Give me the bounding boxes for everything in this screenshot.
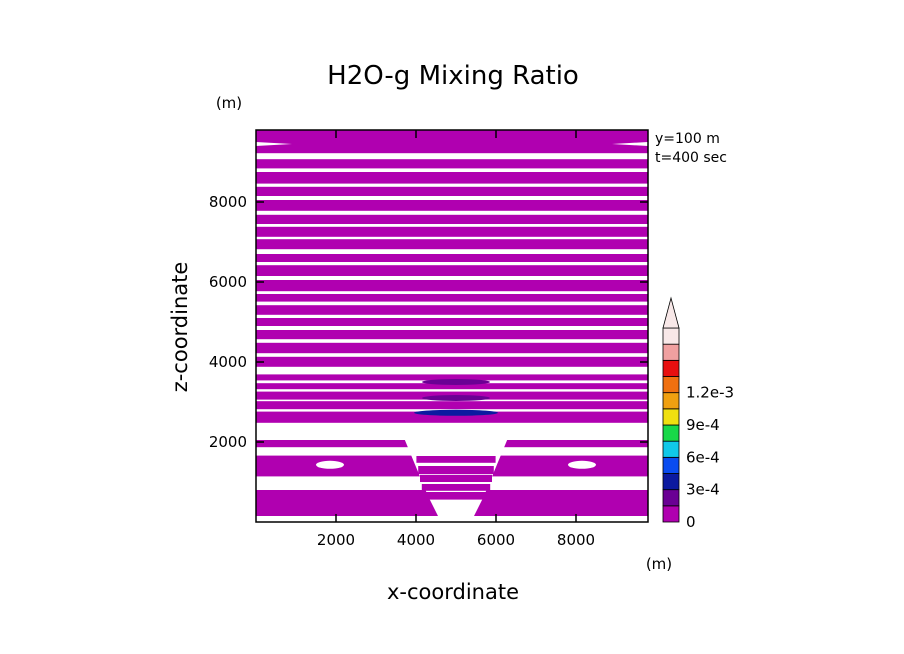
colorbar-swatch-8 [662, 392, 680, 410]
colorbar-tick-label-4: 9e-4 [686, 416, 720, 434]
colorbar-swatch-6 [662, 424, 680, 442]
colorbar-extend-arrow [662, 296, 680, 329]
y-axis-ticks: 2000 4000 6000 8000 [209, 193, 648, 451]
colorbar-swatch-7 [662, 408, 680, 426]
contour-band-18 [256, 239, 648, 250]
contour-band-21 [256, 200, 648, 211]
contour-band-24 [256, 159, 648, 169]
colorbar-swatch-1 [662, 505, 680, 523]
y-tick-label-4000: 4000 [209, 353, 247, 371]
contour-band-9 [256, 356, 648, 367]
y-tick-label-6000: 6000 [209, 273, 247, 291]
contour-band-13 [256, 305, 648, 315]
central-strip-3 [420, 474, 492, 482]
colorbar: 0 3e-4 6e-4 9e-4 1.2e-3 [662, 296, 734, 531]
contour-bands [256, 130, 648, 516]
mixing-ratio-maximum-3 [422, 379, 490, 385]
colorbar-tick-label-1: 0 [686, 513, 696, 531]
x-axis-label: x-coordinate [387, 580, 519, 604]
x-tick-label-2000: 2000 [317, 531, 355, 549]
contour-band-17 [256, 254, 648, 262]
colorbar-tick-label-3: 6e-4 [686, 448, 720, 466]
contour-band-20 [256, 214, 648, 224]
x-tick-label-8000: 8000 [557, 531, 595, 549]
right-bump [568, 460, 596, 469]
y-axis-unit: (m) [216, 94, 242, 112]
x-axis-ticks: 2000 4000 6000 8000 [317, 130, 595, 549]
central-strip-4 [421, 484, 491, 491]
contour-band-4 [256, 411, 648, 423]
contour-band-8 [256, 374, 648, 381]
colorbar-swatch-10 [662, 359, 680, 377]
colorbar-swatch-11 [662, 343, 680, 361]
x-tick-label-4000: 4000 [397, 531, 435, 549]
x-axis-unit: (m) [646, 555, 672, 573]
contour-band-10 [256, 342, 648, 354]
y-axis-label: z-coordinate [168, 262, 192, 393]
contour-band-22 [256, 186, 648, 196]
colorbar-tick-label-2: 3e-4 [686, 481, 720, 499]
mixing-ratio-maxima [414, 379, 498, 416]
contour-band-7 [256, 383, 648, 390]
colorbar-swatch-5 [662, 440, 680, 458]
contour-band-25 [256, 130, 648, 154]
chart-title: H2O-g Mixing Ratio [327, 61, 579, 91]
contour-gaps [256, 142, 648, 516]
contour-band-14 [256, 294, 648, 302]
colorbar-swatch-12 [662, 327, 680, 345]
y-tick-label-8000: 8000 [209, 193, 247, 211]
x-tick-label-6000: 6000 [477, 531, 515, 549]
left-notch [256, 142, 292, 146]
plot-area [255, 129, 649, 523]
contour-band-5 [256, 401, 648, 410]
left-bump [316, 460, 344, 469]
annotation-time: t=400 sec [655, 150, 727, 166]
contour-band-19 [256, 226, 648, 237]
colorbar-swatch-4 [662, 456, 680, 474]
central-strip-1 [416, 456, 496, 463]
y-tick-label-2000: 2000 [209, 433, 247, 451]
mixing-ratio-maximum-2 [422, 395, 490, 401]
colorbar-swatch-2 [662, 489, 680, 507]
contour-band-12 [256, 318, 648, 326]
contour-band-23 [256, 172, 648, 184]
plot-frame [255, 129, 649, 523]
contour-band-16 [256, 265, 648, 276]
colorbar-swatch-9 [662, 376, 680, 394]
right-notch [612, 142, 648, 146]
contour-band-15 [256, 280, 648, 292]
mixing-ratio-maximum-1 [414, 409, 498, 416]
annotation-y-slice: y=100 m [655, 131, 720, 147]
central-strip-5 [425, 492, 487, 500]
colorbar-swatch-3 [662, 473, 680, 491]
colorbar-tick-label-5: 1.2e-3 [686, 384, 734, 402]
central-strip-2 [418, 466, 494, 474]
contour-band-11 [256, 330, 648, 340]
